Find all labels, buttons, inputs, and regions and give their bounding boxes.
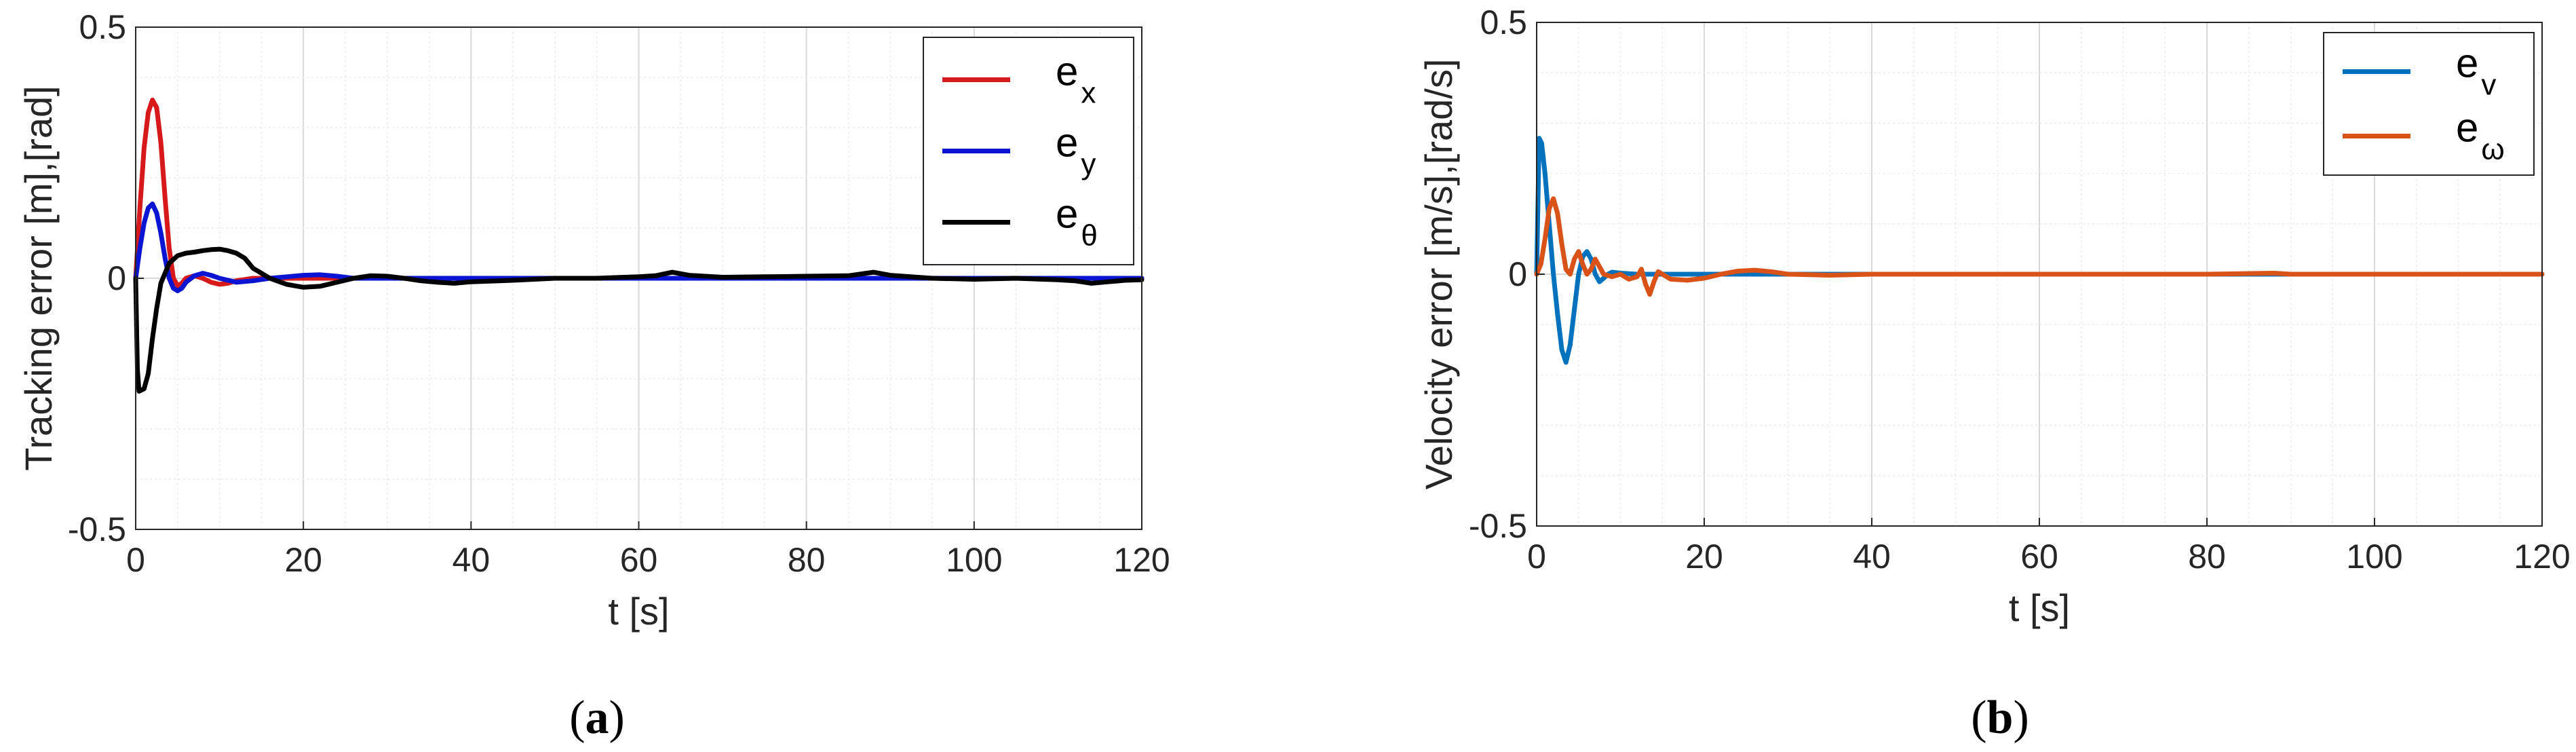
x-tick-label: 100	[2346, 538, 2402, 576]
x-tick-labels-b: 0 20 40 60 80 100 120	[1527, 518, 2571, 576]
y-tick-label: 0.5	[79, 8, 126, 46]
y-tick-label: -0.5	[68, 510, 126, 548]
x-tick-label: 40	[1853, 538, 1891, 576]
x-tick-label: 60	[620, 541, 658, 579]
x-tick-labels-a: 0 20 40 60 80 100 120	[126, 521, 1170, 579]
x-tick-label: 100	[946, 541, 1002, 579]
x-axis-label-b: t [s]	[2009, 586, 2070, 629]
y-tick-label: 0.5	[1480, 3, 1527, 41]
y-tick-label: 0	[1508, 255, 1527, 293]
y-axis-label-b: Velocity error [m/s],[rad/s]	[1417, 59, 1460, 490]
x-tick-label: 20	[1685, 538, 1723, 576]
y-tick-labels-a: -0.5 0 0.5	[68, 8, 144, 548]
x-tick-label: 40	[453, 541, 491, 579]
x-tick-label: 60	[2020, 538, 2058, 576]
x-tick-label: 0	[1527, 538, 1546, 576]
series-lines-a	[133, 97, 1145, 394]
series-line-2	[133, 246, 1145, 394]
series-line-1	[1534, 196, 2545, 297]
x-tick-label: 80	[788, 541, 826, 579]
x-tick-label: 80	[2188, 538, 2226, 576]
x-tick-label: 120	[2514, 538, 2570, 576]
chart-panel-b: 0 20 40 60 80 100 120 -0.500.5 t [s] Velocity …	[1417, 3, 2571, 744]
y-tick-labels-b: -0.5 0 0.5	[1469, 3, 1545, 545]
caption-a: (a)	[569, 692, 625, 744]
y-tick-label: 0	[107, 259, 126, 297]
x-tick-label: 0	[126, 541, 145, 579]
x-tick-label: 20	[284, 541, 322, 579]
series-lines-b	[1534, 136, 2545, 365]
chart-panel-a: 0 20 40 60 80 100 120 -0.500.5 t [s] Tracking …	[17, 8, 1170, 744]
legend-box	[2323, 32, 2535, 176]
y-tick-label: -0.5	[1469, 507, 1527, 545]
y-axis-label-a: Tracking error [m],[rad]	[17, 86, 60, 470]
caption-b: (b)	[1971, 692, 2029, 744]
x-tick-label: 120	[1113, 541, 1170, 579]
x-axis-label-a: t [s]	[608, 590, 669, 633]
